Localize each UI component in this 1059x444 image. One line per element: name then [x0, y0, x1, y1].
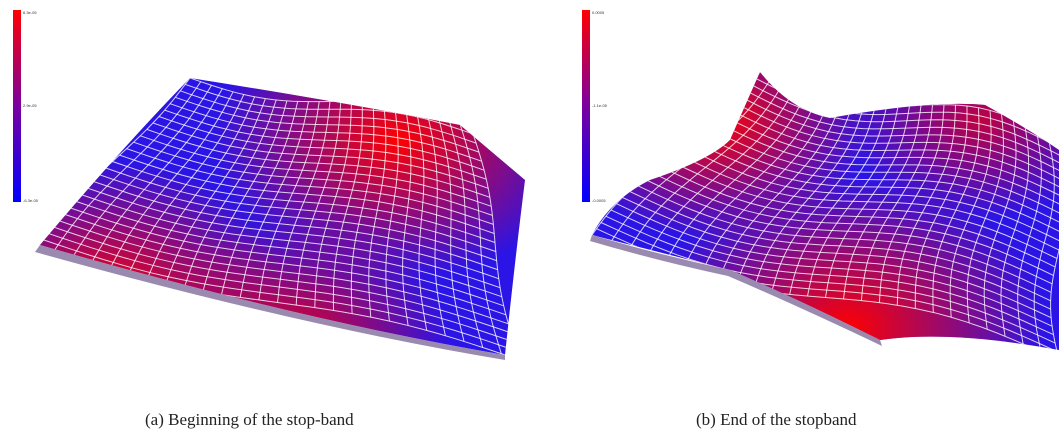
mesh-line [448, 117, 484, 348]
deformed-plate-b [590, 72, 1059, 350]
colorbar-a [13, 10, 21, 202]
panel-b: 0.0005 -1.1e-05 -0.0005 (b) End o [530, 0, 1059, 429]
mesh-line [71, 199, 502, 298]
mesh-line [458, 121, 502, 354]
mesh-line [949, 110, 992, 318]
caption-a: (a) Beginning of the stop-band [145, 410, 354, 429]
mesh-line [65, 206, 504, 307]
deformed-plate-a [35, 78, 525, 360]
colorbar-b-top-label: 0.0005 [592, 10, 605, 15]
mesh-line [350, 102, 375, 314]
mesh-line [105, 167, 496, 252]
mesh-line [91, 180, 498, 271]
mesh-line [860, 104, 933, 301]
mesh-line [896, 104, 956, 306]
mesh-line [469, 124, 521, 355]
mesh-line [932, 107, 980, 313]
mesh-line [650, 171, 1054, 276]
mesh-line [667, 159, 1058, 259]
mesh-line [44, 231, 515, 343]
mesh-line [84, 186, 499, 280]
mesh-line [415, 108, 428, 331]
mesh-line [675, 153, 1059, 251]
panel-a: 6.3e-05 2.9e-05 -6.3e-05 (a) Begi [0, 0, 530, 429]
mesh-line [314, 101, 352, 308]
mesh-line [98, 173, 497, 262]
mesh-line [843, 105, 922, 300]
colorbar-b-bottom-label: -0.0005 [592, 198, 606, 203]
mesh-line [54, 218, 509, 325]
colorbar-a-mid-label: 2.9e-05 [23, 103, 37, 108]
mesh-line [658, 165, 1056, 268]
mesh-line [1017, 128, 1042, 344]
mesh-line [295, 101, 342, 306]
mesh-line [983, 117, 1017, 330]
mesh-line [878, 104, 945, 303]
colorbar-a-top-label: 6.3e-05 [23, 10, 37, 15]
mesh-line [605, 215, 1054, 336]
caption-b: (b) End of the stopband [696, 410, 857, 429]
mesh-line [610, 209, 1053, 327]
mesh-line [1050, 139, 1059, 350]
mesh-line [966, 113, 1004, 323]
mesh-line [616, 203, 1052, 319]
mesh-line [622, 196, 1051, 310]
mesh-line [40, 238, 518, 352]
mesh-line [368, 103, 387, 318]
mesh-line [914, 106, 968, 309]
mesh-line [600, 222, 1056, 344]
mesh-line [635, 184, 1052, 293]
colorbar-b [582, 10, 590, 202]
mesh-line [49, 225, 512, 334]
colorbar-b-mid-label: -1.1e-05 [592, 103, 607, 108]
mesh-line [1033, 133, 1055, 350]
mesh-line [426, 111, 446, 336]
mesh-line [332, 101, 363, 311]
mesh-line [78, 193, 501, 289]
mesh-line [402, 106, 412, 326]
mesh-line [385, 104, 399, 322]
mesh-line [628, 190, 1051, 302]
mesh-line [1000, 122, 1030, 337]
mesh-line [642, 178, 1053, 285]
colorbar-a-bottom-label: -6.3e-05 [23, 198, 38, 203]
mesh-line [60, 212, 507, 316]
mesh-line [112, 161, 496, 243]
mesh-line [437, 114, 465, 342]
